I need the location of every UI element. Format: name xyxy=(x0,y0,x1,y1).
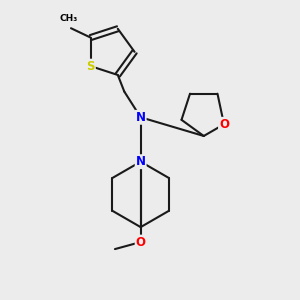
Text: N: N xyxy=(136,111,146,124)
Text: CH₃: CH₃ xyxy=(59,14,78,22)
Text: O: O xyxy=(136,236,146,249)
Text: S: S xyxy=(86,60,95,73)
Text: O: O xyxy=(219,118,229,131)
Text: N: N xyxy=(136,155,146,168)
